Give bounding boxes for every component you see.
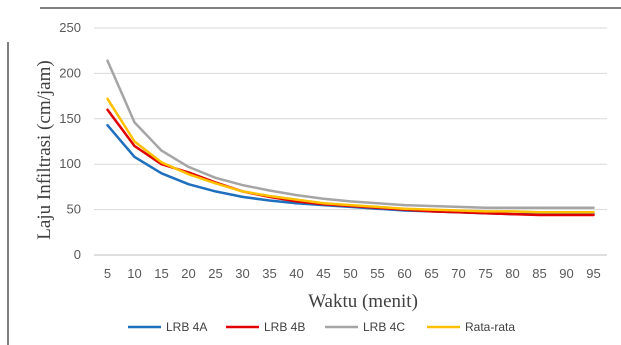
x-tick-label: 90 — [559, 266, 573, 281]
legend-item-lrb-4a: LRB 4A — [128, 320, 207, 334]
y-tick-label: 100 — [59, 156, 81, 171]
x-axis-ticks: 5 10 15 20 25 30 35 40 45 50 55 60 65 70 75 80 85 90 95 — [104, 266, 601, 281]
x-tick-label: 75 — [478, 266, 492, 281]
x-tick-label: 35 — [262, 266, 276, 281]
gridlines — [94, 27, 607, 256]
legend-item-lrb-4c: LRB 4C — [325, 320, 405, 334]
x-axis-title: Waktu (menit) — [308, 291, 418, 312]
x-tick-label: 55 — [370, 266, 384, 281]
x-tick-label: 15 — [154, 266, 168, 281]
legend: LRB 4A LRB 4B LRB 4C Rata-rata — [128, 320, 515, 334]
x-tick-label: 40 — [289, 266, 303, 281]
y-tick-label: 250 — [59, 20, 81, 35]
legend-item-rata-rata: Rata-rata — [427, 320, 515, 334]
legend-item-lrb-4b: LRB 4B — [226, 320, 305, 334]
y-tick-label: 150 — [59, 111, 81, 126]
x-tick-label: 5 — [104, 266, 111, 281]
x-tick-label: 85 — [532, 266, 546, 281]
x-tick-label: 60 — [397, 266, 411, 281]
y-tick-label: 50 — [67, 202, 81, 217]
x-tick-label: 25 — [208, 266, 222, 281]
x-tick-label: 45 — [316, 266, 330, 281]
y-axis-ticks: 0 50 100 150 200 250 — [59, 20, 81, 262]
y-tick-label: 0 — [74, 247, 81, 262]
x-tick-label: 70 — [451, 266, 465, 281]
x-tick-label: 30 — [235, 266, 249, 281]
x-tick-label: 80 — [505, 266, 519, 281]
legend-label: LRB 4C — [363, 320, 405, 334]
x-tick-label: 95 — [586, 266, 600, 281]
legend-label: LRB 4B — [264, 320, 305, 334]
x-tick-label: 20 — [181, 266, 195, 281]
x-tick-label: 10 — [127, 266, 141, 281]
x-tick-label: 65 — [424, 266, 438, 281]
y-axis-title: Laju Infiltrasi (cm/jam) — [34, 60, 55, 239]
y-tick-label: 200 — [59, 65, 81, 80]
legend-label: LRB 4A — [166, 320, 207, 334]
series-lines — [106, 59, 595, 217]
legend-label: Rata-rata — [465, 320, 515, 334]
x-tick-label: 50 — [343, 266, 357, 281]
series-line-rata-rata — [106, 97, 595, 214]
series-line-lrb-4c — [106, 59, 595, 210]
